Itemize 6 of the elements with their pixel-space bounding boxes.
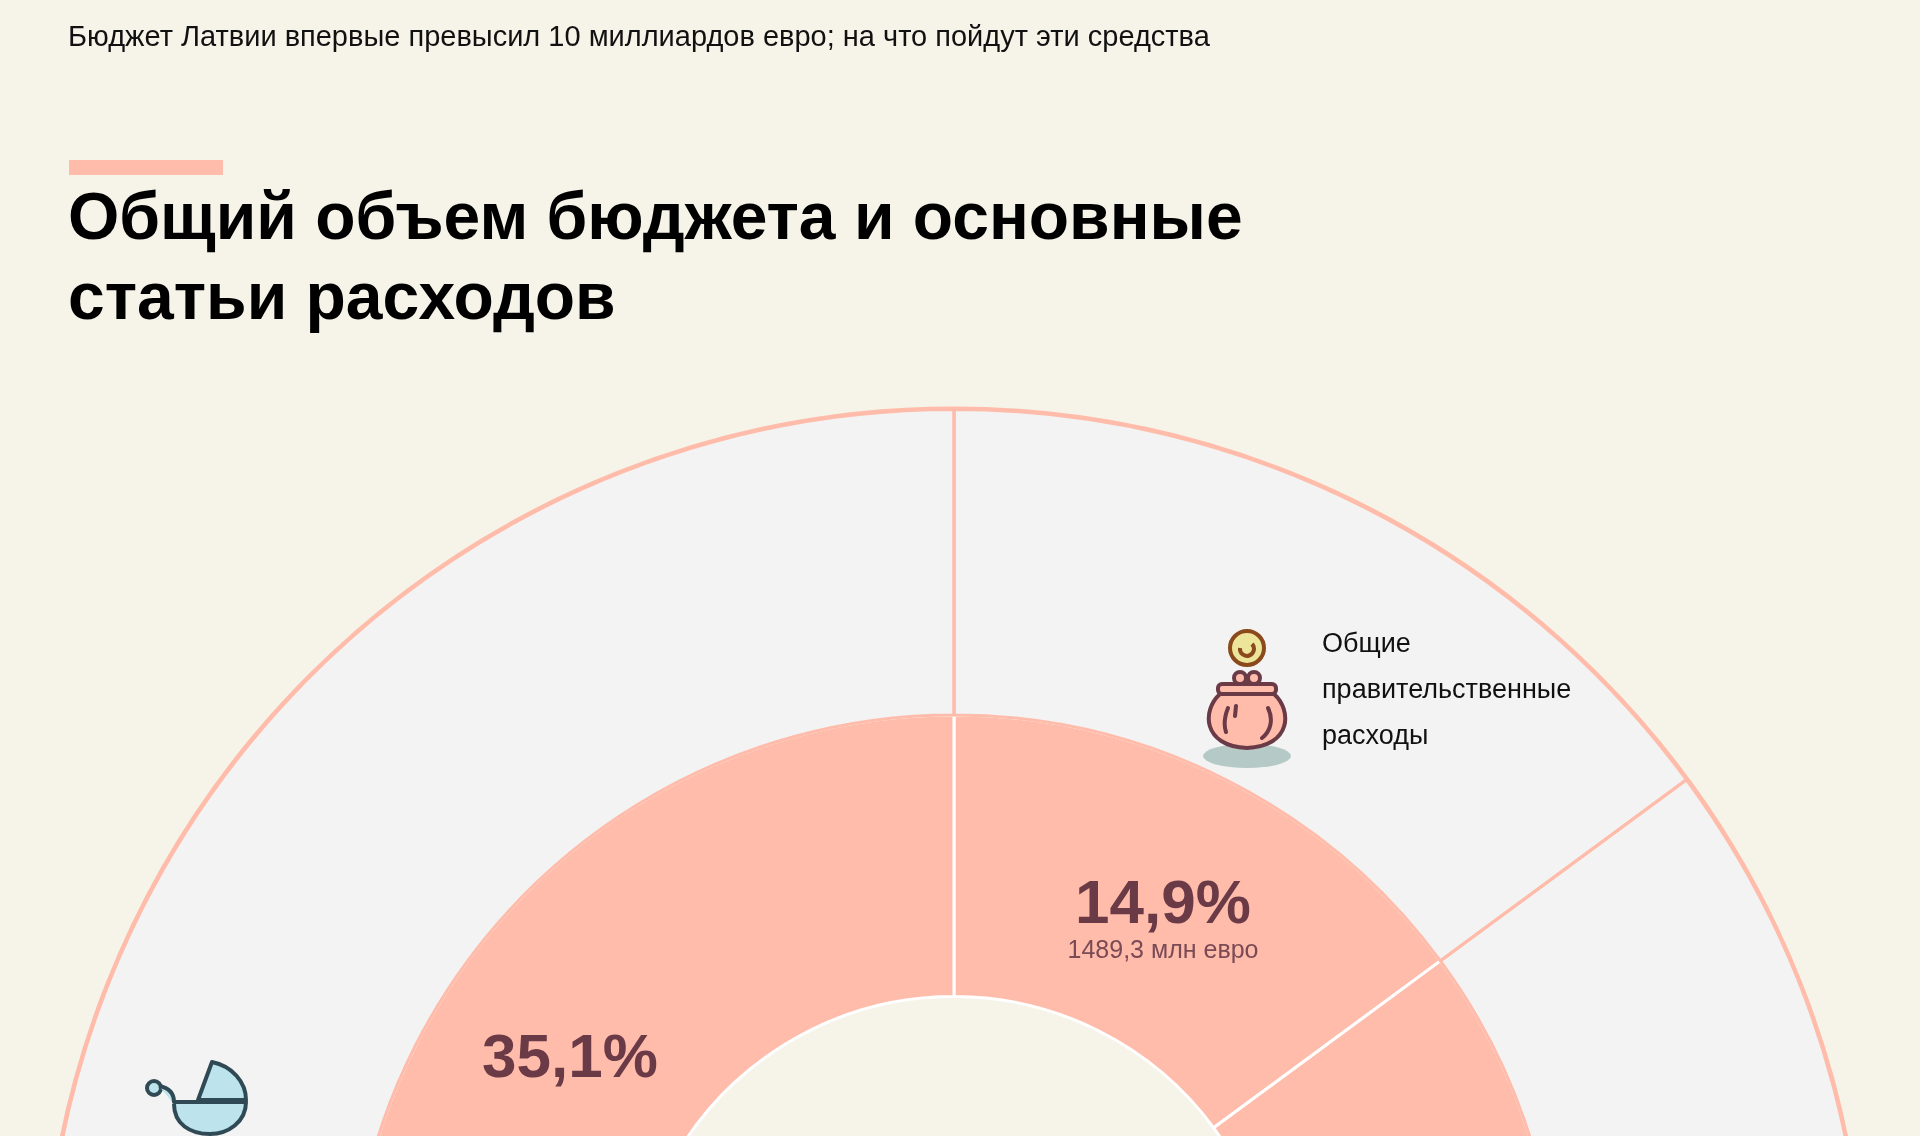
chart-subtitle: Бюджет Латвии впервые превысил 10 миллиардов евро; на что пойдут эти средства xyxy=(68,20,1210,53)
text: 35,1% xyxy=(482,1021,658,1091)
chart-title: Общий объем бюджета и основные статьи расходов xyxy=(68,178,1244,335)
legend-label: Общие правительственные расходы xyxy=(1322,627,1573,752)
text: 14,9% xyxy=(1075,866,1251,936)
text: 1489,3 млн евро xyxy=(1067,935,1259,964)
